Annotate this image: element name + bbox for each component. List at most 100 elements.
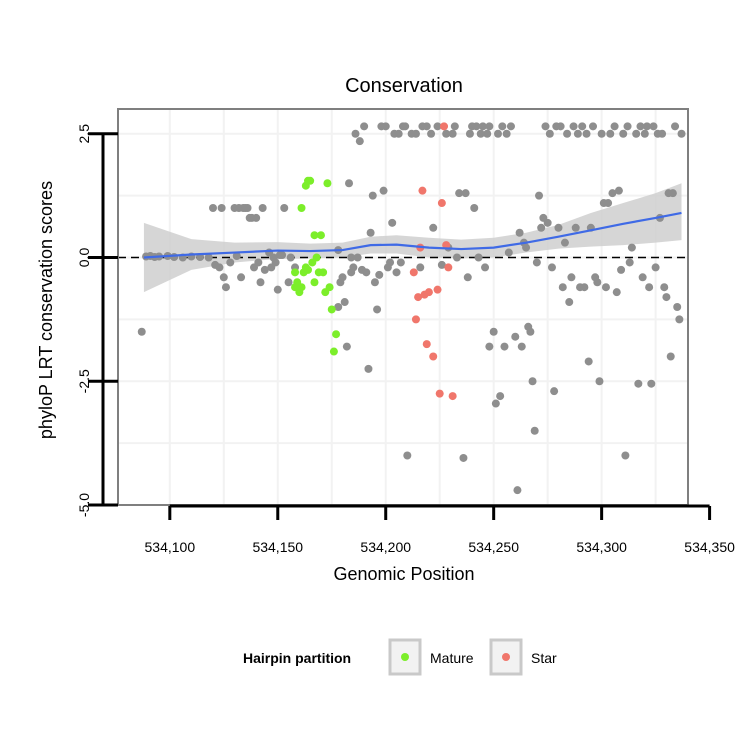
point-other xyxy=(535,191,544,200)
point-other xyxy=(660,283,669,292)
point-other xyxy=(612,288,621,297)
point-other xyxy=(394,129,403,138)
point-other xyxy=(416,263,425,272)
point-other xyxy=(513,486,522,495)
point-other xyxy=(500,342,509,351)
point-other xyxy=(360,122,369,131)
point-other xyxy=(217,204,226,212)
point-other xyxy=(558,283,567,292)
point-mature xyxy=(310,278,319,287)
point-other xyxy=(260,265,269,274)
point-star xyxy=(424,288,433,297)
point-other xyxy=(673,303,682,311)
point-other xyxy=(498,122,507,131)
point-other xyxy=(554,223,563,232)
point-other xyxy=(614,186,623,195)
point-other xyxy=(481,263,490,272)
x-axis: 534,100 534,150 534,200 534,250 534,300 534,3… xyxy=(145,504,735,555)
x-tick-label: 534,300 xyxy=(576,539,627,555)
point-star xyxy=(448,392,457,401)
x-tick-label: 534,200 xyxy=(360,539,411,555)
point-other xyxy=(645,283,654,292)
point-other xyxy=(502,129,511,138)
point-other xyxy=(353,253,362,262)
confidence-ribbon xyxy=(143,183,682,293)
point-other xyxy=(256,278,265,287)
point-other xyxy=(642,122,651,131)
point-other xyxy=(636,122,645,131)
point-other xyxy=(442,129,451,138)
x-tick-label: 534,350 xyxy=(684,539,735,555)
point-star xyxy=(444,263,453,272)
point-other xyxy=(584,357,593,366)
point-other xyxy=(342,342,351,351)
point-other xyxy=(560,238,569,247)
y-axis-label: phyloP LRT conservation scores xyxy=(36,181,56,439)
point-other xyxy=(662,293,671,302)
point-other xyxy=(515,228,524,237)
point-other xyxy=(573,129,582,138)
x-axis-label: Genomic Position xyxy=(333,564,474,584)
point-other xyxy=(537,223,546,232)
point-other xyxy=(619,129,628,138)
point-other xyxy=(334,303,343,311)
point-other xyxy=(232,252,241,261)
point-other xyxy=(593,278,602,287)
point-other xyxy=(638,273,647,282)
point-other xyxy=(474,253,483,262)
point-other xyxy=(252,213,261,222)
point-mature xyxy=(329,347,338,356)
point-other xyxy=(589,122,597,131)
point-other xyxy=(368,191,377,200)
point-mature xyxy=(316,231,325,240)
point-other xyxy=(375,270,384,279)
x-tick-label: 534,100 xyxy=(145,539,196,555)
point-star xyxy=(433,285,442,294)
point-mature xyxy=(332,330,341,339)
point-other xyxy=(452,253,461,262)
smoothed-trend-line xyxy=(143,211,682,259)
point-other xyxy=(437,260,446,269)
point-other xyxy=(517,342,526,351)
point-other xyxy=(370,278,379,287)
point-other xyxy=(647,379,656,388)
point-other xyxy=(547,263,556,272)
point-other xyxy=(597,129,606,138)
point-other xyxy=(541,122,550,131)
point-other xyxy=(237,273,246,282)
point-other xyxy=(621,451,630,460)
point-other xyxy=(675,315,684,324)
point-star xyxy=(418,186,427,195)
point-other xyxy=(563,129,572,138)
point-other xyxy=(386,258,395,267)
point-other xyxy=(595,377,604,386)
point-other xyxy=(526,327,535,336)
point-other xyxy=(349,263,358,272)
point-other xyxy=(470,204,479,212)
legend: Hairpin partition Mature Star xyxy=(243,638,557,676)
point-other xyxy=(392,268,401,277)
point-other xyxy=(565,298,574,307)
point-other xyxy=(448,129,457,138)
x-tick-label: 534,150 xyxy=(252,539,303,555)
point-other xyxy=(567,273,576,282)
chart-title: Conservation xyxy=(345,75,463,97)
point-other xyxy=(532,258,541,267)
point-star xyxy=(435,389,444,398)
point-other xyxy=(668,189,677,198)
point-other xyxy=(403,451,412,460)
point-other xyxy=(658,129,667,138)
point-other xyxy=(209,204,217,212)
point-other xyxy=(226,258,235,267)
point-mature xyxy=(327,305,336,314)
point-other xyxy=(429,223,438,232)
point-other xyxy=(373,305,382,314)
point-other xyxy=(461,189,470,198)
point-other xyxy=(280,204,289,212)
point-other xyxy=(284,278,293,287)
point-other xyxy=(411,129,420,138)
point-other xyxy=(485,122,494,131)
point-mature xyxy=(323,179,332,188)
point-star xyxy=(437,199,446,208)
